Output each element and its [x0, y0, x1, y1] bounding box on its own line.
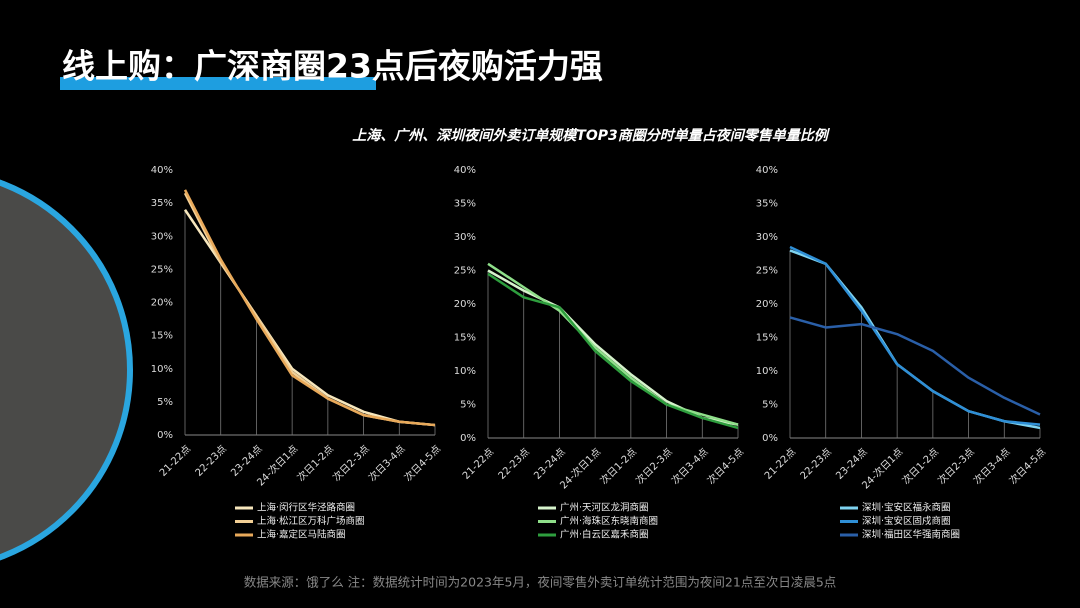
y-tick-label: 30% — [454, 232, 476, 243]
y-tick-label: 15% — [454, 333, 476, 344]
y-tick-label: 40% — [756, 165, 778, 176]
series-line — [789, 316, 1041, 416]
y-tick-label: 10% — [151, 364, 173, 375]
y-tick-label: 0% — [460, 433, 476, 444]
legend-label: 广州·海珠区东晓南商圈 — [560, 515, 658, 527]
y-tick-label: 10% — [454, 366, 476, 377]
y-tick-label: 0% — [762, 433, 778, 444]
legend-label: 上海·闵行区华泾路商圈 — [257, 502, 355, 514]
y-tick-label: 20% — [756, 299, 778, 310]
y-tick-label: 30% — [756, 232, 778, 243]
y-tick-label: 35% — [454, 199, 476, 210]
y-tick-label: 35% — [151, 198, 173, 209]
decor-photo-circle — [0, 179, 133, 561]
slide-title: 线上购：广深商圈23点后夜购活力强 — [62, 47, 603, 86]
chart-subtitle: 上海、广州、深圳夜间外卖订单规模TOP3商圈分时单量占夜间零售单量比例 — [352, 127, 830, 144]
y-tick-label: 15% — [756, 333, 778, 344]
legend-label: 深圳·宝安区福永商圈 — [862, 502, 951, 514]
legend-label: 深圳·宝安区固戍商圈 — [862, 515, 951, 527]
y-tick-label: 5% — [762, 400, 778, 411]
y-tick-label: 15% — [151, 331, 173, 342]
series-line — [789, 245, 1041, 426]
legend-label: 广州·天河区龙洞商圈 — [560, 502, 649, 514]
y-tick-label: 5% — [460, 400, 476, 411]
y-tick-label: 25% — [454, 266, 476, 277]
source-note: 数据来源：饿了么 注：数据统计时间为2023年5月，夜间零售外卖订单统计范围为夜… — [244, 575, 837, 590]
series-line — [487, 272, 739, 430]
series-line — [487, 262, 739, 426]
series-line — [183, 189, 436, 427]
legend-label: 深圳·福田区华强南商圈 — [862, 529, 960, 541]
y-tick-label: 30% — [151, 231, 173, 242]
y-tick-label: 40% — [454, 165, 476, 176]
y-tick-label: 40% — [151, 165, 173, 176]
y-tick-label: 5% — [157, 397, 173, 408]
y-tick-label: 25% — [756, 266, 778, 277]
y-tick-label: 25% — [151, 264, 173, 275]
y-tick-label: 20% — [151, 298, 173, 309]
title-highlight — [60, 77, 376, 90]
legend-label: 上海·嘉定区马陆商圈 — [257, 529, 346, 541]
y-tick-label: 35% — [756, 199, 778, 210]
y-tick-label: 20% — [454, 299, 476, 310]
y-tick-label: 10% — [756, 366, 778, 377]
y-tick-label: 0% — [157, 430, 173, 441]
legend-label: 广州·白云区嘉禾商圈 — [560, 529, 649, 541]
legend-label: 上海·松江区万科广场商圈 — [257, 515, 365, 527]
